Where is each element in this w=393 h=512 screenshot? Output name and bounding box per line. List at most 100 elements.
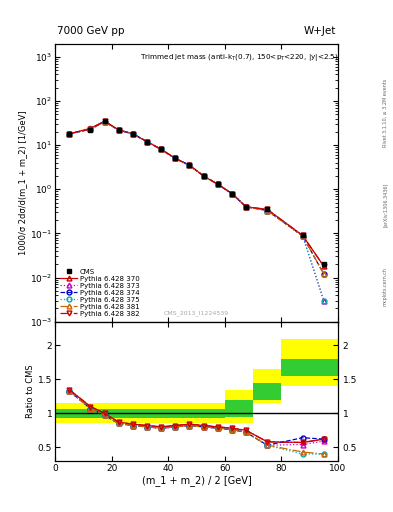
Text: Trimmed jet mass (anti-k$_\mathregular{T}$(0.7), 150<p$_\mathregular{T}$<220, |y: Trimmed jet mass (anti-k$_\mathregular{T… [140, 52, 339, 63]
CMS [102, 118, 107, 124]
Pythia 6.428 382 [265, 206, 270, 212]
Pythia 6.428 381 [300, 233, 305, 239]
CMS [265, 206, 270, 212]
Pythia 6.428 381 [230, 190, 234, 197]
Pythia 6.428 373 [244, 204, 248, 210]
Pythia 6.428 370 [321, 263, 326, 269]
Pythia 6.428 382 [187, 162, 192, 168]
Pythia 6.428 370 [145, 139, 149, 145]
CMS [244, 204, 248, 210]
Legend: CMS, Pythia 6.428 370, Pythia 6.428 373, Pythia 6.428 374, Pythia 6.428 375, Pyt: CMS, Pythia 6.428 370, Pythia 6.428 373,… [59, 267, 141, 318]
Pythia 6.428 373 [321, 297, 326, 304]
Pythia 6.428 373 [67, 131, 72, 137]
Pythia 6.428 374 [300, 233, 305, 239]
Pythia 6.428 374 [67, 131, 72, 137]
Pythia 6.428 373 [173, 155, 178, 161]
Pythia 6.428 375 [265, 207, 270, 214]
Pythia 6.428 375 [102, 119, 107, 125]
Pythia 6.428 374 [230, 190, 234, 197]
Text: 7000 GeV pp: 7000 GeV pp [57, 26, 125, 36]
Pythia 6.428 374 [201, 173, 206, 179]
Line: Pythia 6.428 375: Pythia 6.428 375 [67, 119, 326, 303]
Pythia 6.428 375 [145, 139, 149, 145]
Pythia 6.428 370 [88, 125, 93, 132]
Pythia 6.428 373 [201, 173, 206, 179]
Pythia 6.428 381 [116, 127, 121, 133]
Text: [arXiv:1306.3436]: [arXiv:1306.3436] [383, 183, 387, 227]
Pythia 6.428 370 [230, 190, 234, 197]
Pythia 6.428 381 [67, 131, 72, 137]
Pythia 6.428 375 [230, 190, 234, 197]
Line: Pythia 6.428 370: Pythia 6.428 370 [67, 119, 326, 269]
Y-axis label: 1000/σ 2dσ/d(m_1 + m_2) [1/GeV]: 1000/σ 2dσ/d(m_1 + m_2) [1/GeV] [18, 110, 27, 255]
X-axis label: (m_1 + m_2) / 2 [GeV]: (m_1 + m_2) / 2 [GeV] [141, 475, 252, 486]
CMS [116, 127, 121, 133]
Pythia 6.428 374 [159, 146, 163, 153]
Pythia 6.428 381 [159, 146, 163, 153]
Pythia 6.428 374 [116, 127, 121, 133]
Pythia 6.428 373 [215, 181, 220, 187]
Line: CMS: CMS [67, 119, 326, 267]
Pythia 6.428 375 [244, 204, 248, 210]
Pythia 6.428 374 [173, 155, 178, 161]
Pythia 6.428 382 [244, 204, 248, 210]
Pythia 6.428 370 [215, 181, 220, 187]
Pythia 6.428 382 [215, 181, 220, 187]
Pythia 6.428 381 [88, 126, 93, 132]
Pythia 6.428 381 [173, 155, 178, 161]
Pythia 6.428 373 [187, 162, 192, 168]
Line: Pythia 6.428 382: Pythia 6.428 382 [67, 119, 326, 269]
Pythia 6.428 375 [321, 297, 326, 304]
Pythia 6.428 373 [300, 233, 305, 239]
Text: mcplots.cern.ch: mcplots.cern.ch [383, 267, 387, 306]
Pythia 6.428 374 [88, 126, 93, 132]
Pythia 6.428 370 [300, 232, 305, 239]
Pythia 6.428 370 [159, 146, 163, 153]
Pythia 6.428 370 [244, 204, 248, 210]
Pythia 6.428 382 [102, 118, 107, 124]
Pythia 6.428 374 [265, 207, 270, 214]
Pythia 6.428 375 [201, 173, 206, 179]
Pythia 6.428 382 [145, 139, 149, 145]
Pythia 6.428 374 [215, 181, 220, 187]
Pythia 6.428 373 [88, 126, 93, 132]
Pythia 6.428 375 [67, 131, 72, 137]
Pythia 6.428 375 [215, 181, 220, 187]
Pythia 6.428 370 [187, 162, 192, 168]
CMS [159, 146, 163, 153]
Pythia 6.428 373 [230, 190, 234, 197]
CMS [300, 232, 305, 239]
Pythia 6.428 381 [102, 119, 107, 125]
Line: Pythia 6.428 373: Pythia 6.428 373 [67, 119, 326, 303]
CMS [187, 162, 192, 168]
Pythia 6.428 375 [300, 233, 305, 239]
Text: W+Jet: W+Jet [304, 26, 336, 36]
Pythia 6.428 381 [130, 131, 135, 137]
Pythia 6.428 375 [173, 155, 178, 161]
Pythia 6.428 370 [67, 131, 72, 137]
Pythia 6.428 382 [230, 190, 234, 197]
Pythia 6.428 374 [321, 271, 326, 277]
Pythia 6.428 375 [88, 126, 93, 132]
Text: CMS_2013_I1224539: CMS_2013_I1224539 [164, 310, 229, 316]
Pythia 6.428 374 [130, 131, 135, 137]
Pythia 6.428 374 [187, 162, 192, 168]
Pythia 6.428 382 [67, 131, 72, 137]
Pythia 6.428 370 [116, 127, 121, 133]
CMS [88, 127, 93, 133]
Pythia 6.428 370 [130, 131, 135, 137]
CMS [215, 181, 220, 187]
Pythia 6.428 375 [130, 131, 135, 137]
Pythia 6.428 375 [187, 162, 192, 168]
CMS [230, 190, 234, 197]
Pythia 6.428 374 [145, 139, 149, 145]
CMS [321, 261, 326, 267]
Pythia 6.428 382 [201, 173, 206, 179]
Pythia 6.428 382 [159, 146, 163, 153]
Pythia 6.428 382 [321, 263, 326, 269]
Pythia 6.428 382 [173, 155, 178, 161]
Pythia 6.428 375 [159, 146, 163, 153]
Pythia 6.428 373 [116, 127, 121, 133]
Pythia 6.428 373 [145, 139, 149, 145]
Pythia 6.428 381 [187, 162, 192, 168]
